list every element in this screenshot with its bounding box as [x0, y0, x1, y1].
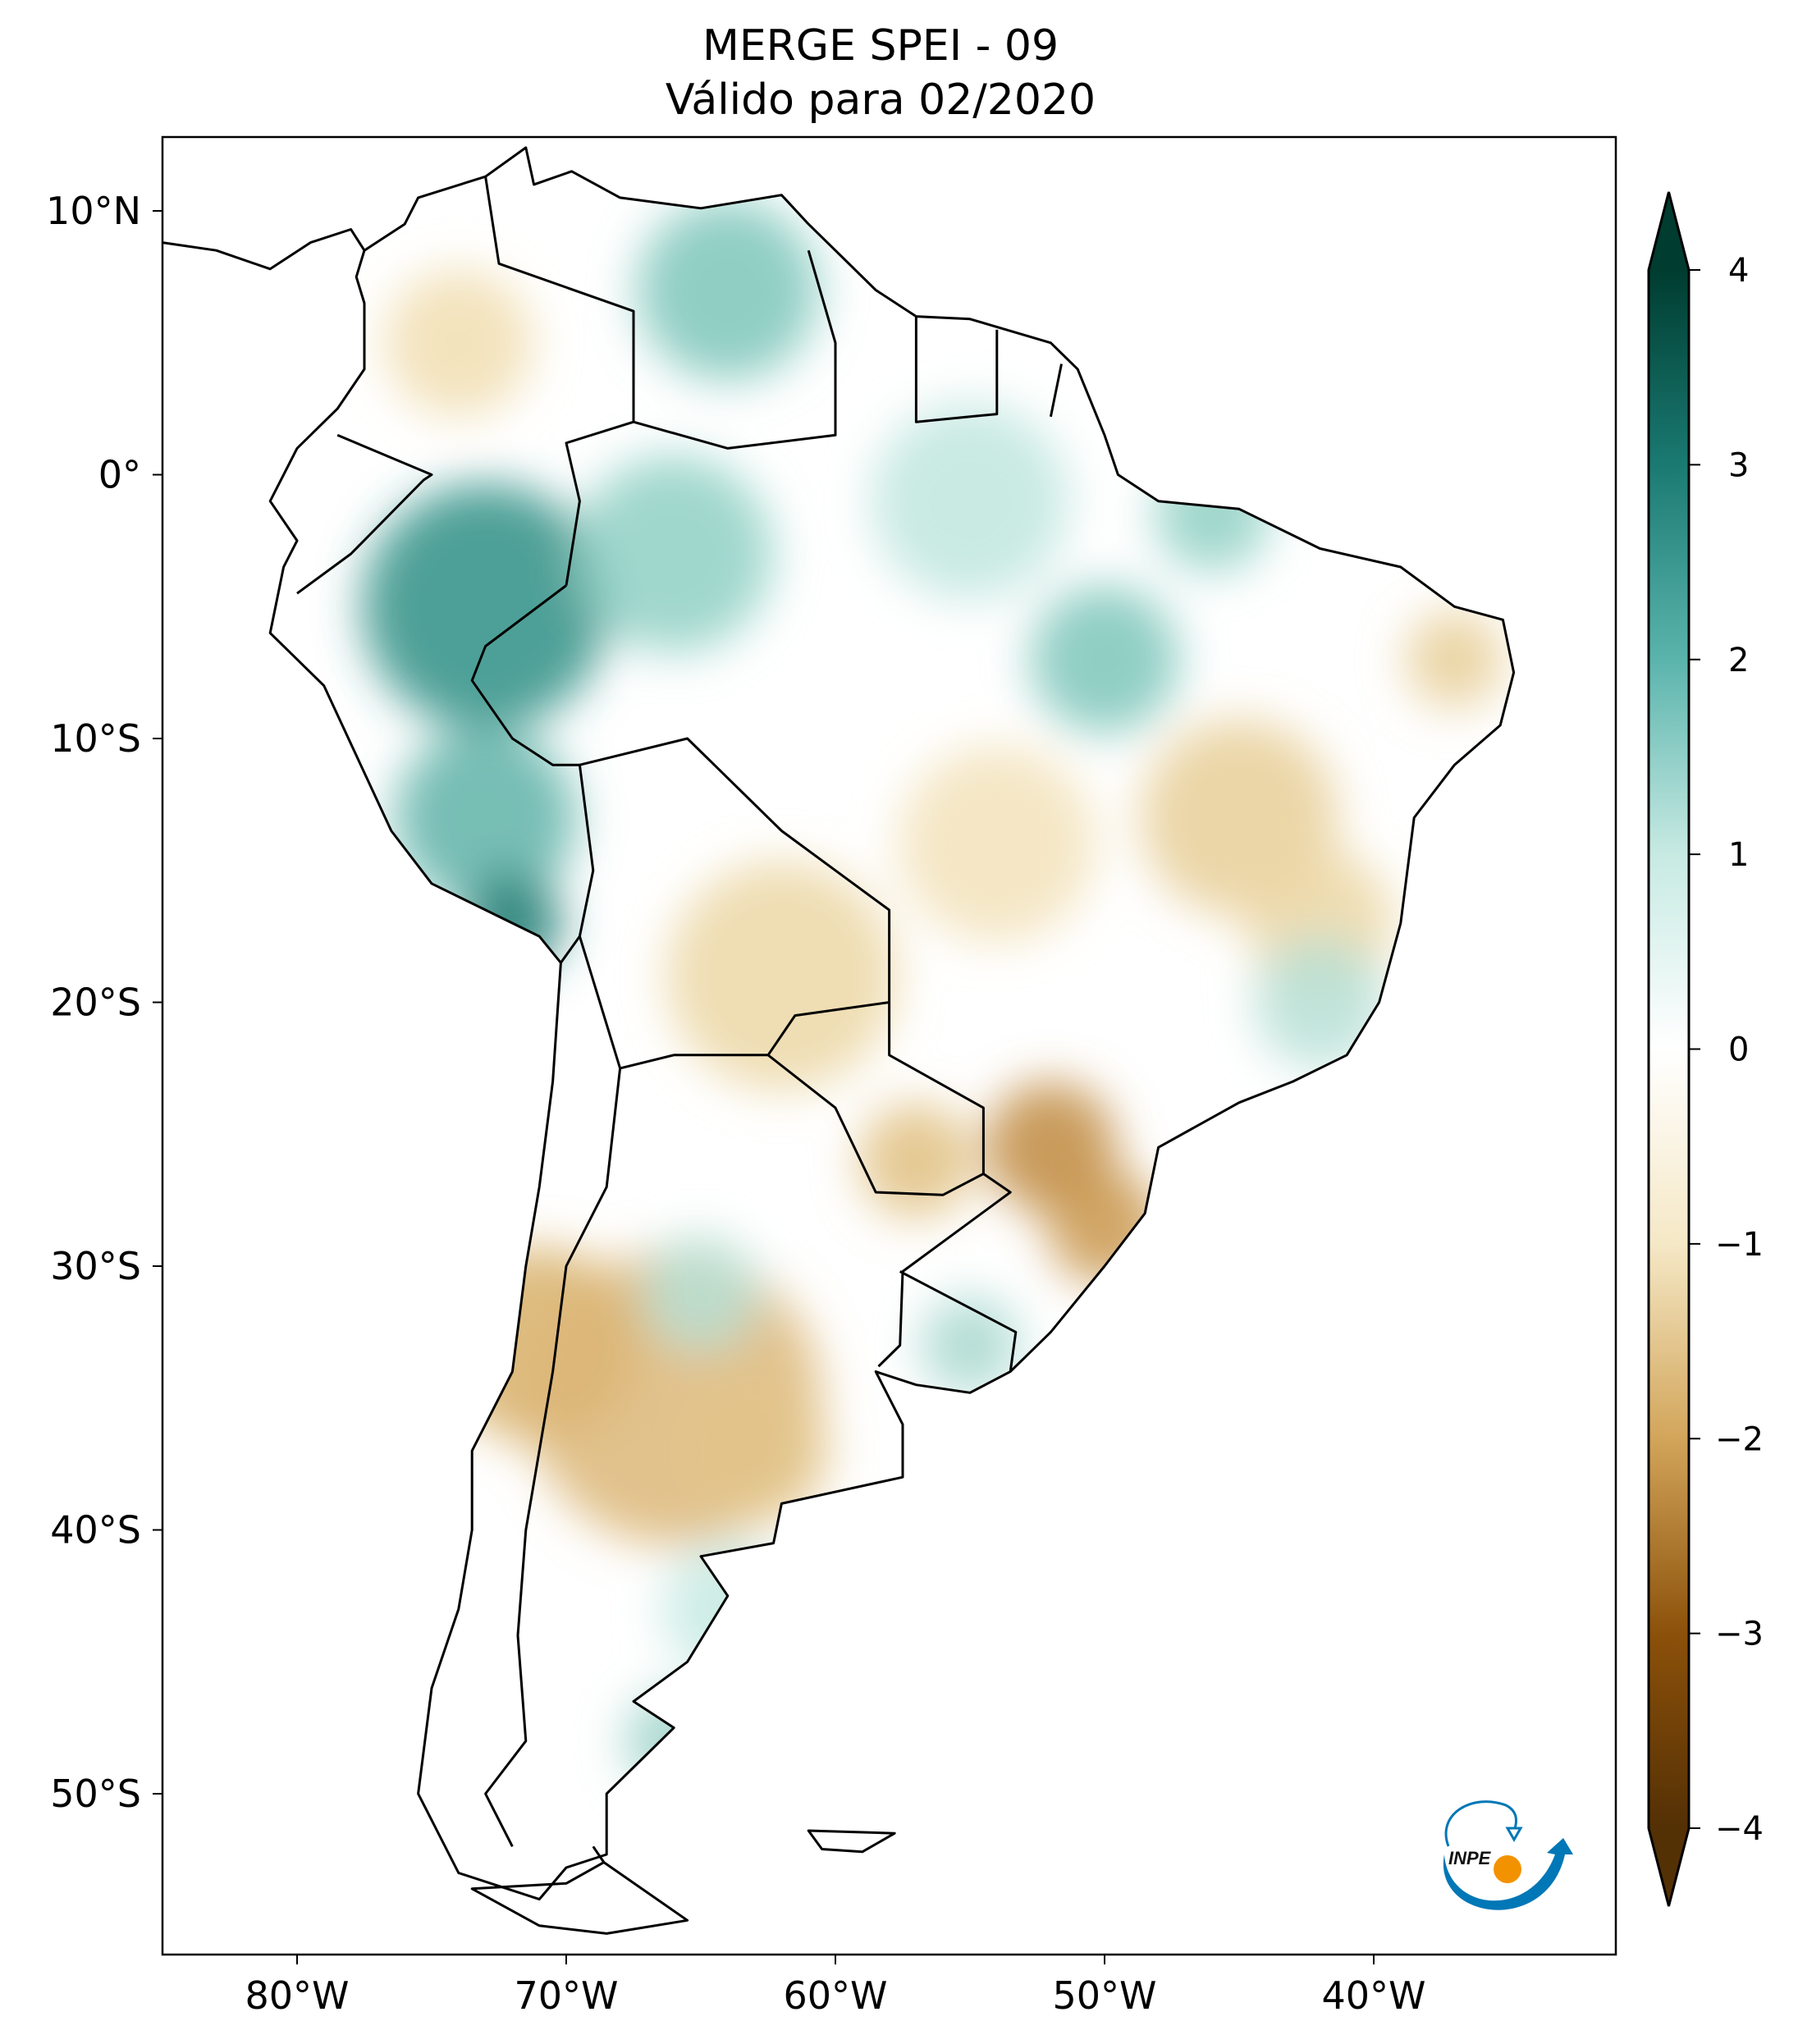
x-tick-label: 80°W	[245, 1973, 349, 2018]
border-french-guiana	[1049, 364, 1063, 418]
colorbar-tick-label: 4	[1728, 252, 1749, 290]
colorbar-tick-label: 3	[1728, 446, 1749, 484]
inpe-logo: INPE	[1443, 1800, 1573, 1910]
spei-anomaly-patch	[643, 1235, 758, 1351]
border-uruguay-brazil	[899, 1270, 1018, 1372]
border-peru-brazil-bolivia	[470, 584, 595, 964]
colorbar-tick-label: −3	[1715, 1616, 1764, 1653]
spei-anomaly-patch	[680, 1377, 829, 1525]
border-venezuela-brazil-guyana	[633, 249, 837, 450]
spei-anomaly-patch	[666, 861, 897, 1091]
border-paraguay	[767, 1002, 985, 1196]
x-tick-label: 60°W	[783, 1973, 887, 2018]
spei-anomaly-patch	[921, 1296, 1019, 1395]
y-tick-label: 50°S	[50, 1772, 141, 1816]
colorbar: 4 3 2 1 0 −1 −2 −3 −4	[1647, 191, 1764, 1907]
y-tick-label: 10°S	[50, 716, 141, 761]
spei-anomaly-patch	[872, 402, 1068, 600]
colorbar-extend-max	[1649, 192, 1689, 270]
border-guianas	[914, 316, 999, 423]
y-tick-label: 0°	[98, 453, 141, 497]
colorbar-tick-label: 1	[1728, 836, 1749, 874]
spei-anomaly-patch	[661, 1543, 794, 1675]
colorbar-tick-label: −4	[1715, 1810, 1764, 1848]
x-tick-label: 50°W	[1052, 1973, 1156, 2018]
x-tick-label: 40°W	[1321, 1973, 1425, 2018]
colorbar-tick-label: −1	[1715, 1226, 1764, 1264]
spei-anomaly-patch	[384, 268, 533, 417]
y-tick-label: 30°S	[50, 1244, 141, 1288]
inpe-logo-text: INPE	[1448, 1848, 1492, 1868]
y-tick-label: 20°S	[50, 981, 141, 1025]
country-borders	[162, 146, 1516, 1935]
border-ecuador	[296, 433, 433, 595]
spei-anomaly-patch	[1031, 585, 1178, 734]
map-title-line2: Válido para 02/2020	[665, 75, 1096, 125]
spei-anomaly-patch	[898, 745, 1096, 943]
colorbar-tick-label: 2	[1728, 642, 1749, 679]
spei-anomaly-patch	[1405, 610, 1504, 709]
coastline	[268, 146, 1516, 1901]
spei-anomaly-patch	[1254, 936, 1386, 1068]
border-tierra-del-fuego	[592, 1845, 606, 1863]
spei-anomaly-patch	[858, 1103, 974, 1219]
spei-field	[362, 199, 1504, 1790]
colorbar-tick-label: 0	[1728, 1031, 1749, 1069]
y-tick-label: 10°N	[46, 189, 141, 233]
spei-anomaly-patch	[637, 199, 818, 381]
border-argentina-chile	[484, 1068, 622, 1847]
border-argentina-uruguay-brazil	[877, 1173, 1012, 1368]
spei-anomaly-patch	[575, 455, 773, 652]
colorbar-extend-min	[1649, 1828, 1689, 1906]
y-tick-label: 40°S	[50, 1508, 141, 1552]
spei-anomaly-patch	[395, 727, 576, 908]
colorbar-gradient	[1649, 270, 1689, 1828]
coastline-tierra-del-fuego	[470, 1861, 689, 1935]
x-tick-label: 70°W	[514, 1973, 618, 2018]
spei-anomaly-patch	[362, 483, 609, 730]
map-frame	[161, 135, 1617, 1956]
coastline-falklands	[807, 1829, 896, 1854]
colorbar-tick-label: −2	[1715, 1420, 1764, 1458]
map-title-line1: MERGE SPEI - 09	[702, 21, 1059, 71]
coastline-central-america	[162, 228, 366, 271]
